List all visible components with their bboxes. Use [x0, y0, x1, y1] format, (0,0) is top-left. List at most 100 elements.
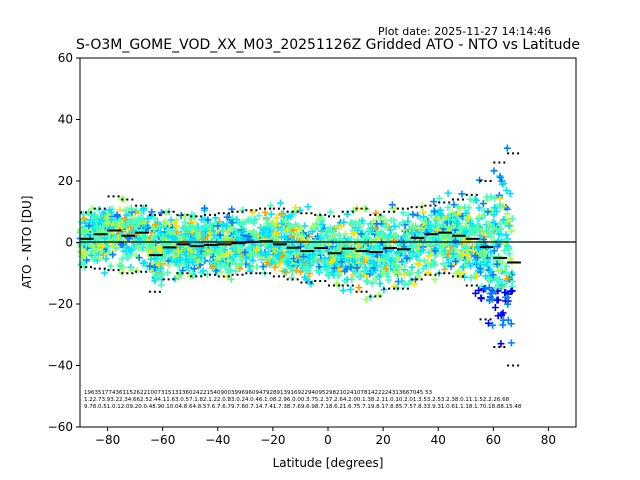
x-tick-label: −40: [205, 433, 230, 447]
data-point: [162, 220, 170, 228]
data-point: [401, 259, 409, 267]
data-point: [472, 272, 480, 280]
data-point: [444, 204, 452, 212]
data-point: [444, 189, 452, 197]
data-point: [382, 255, 390, 263]
data-point: [390, 268, 398, 276]
data-point: [202, 249, 210, 257]
data-point: [504, 316, 512, 324]
data-point: [99, 210, 107, 218]
data-point: [427, 227, 435, 235]
data-point: [280, 267, 288, 275]
plot-date: Plot date: 2025-11-27 14:14:46: [378, 25, 551, 38]
data-point: [350, 230, 358, 238]
data-point: [409, 248, 417, 256]
data-point: [201, 204, 209, 212]
data-point: [412, 222, 420, 230]
data-point: [128, 246, 136, 254]
data-point: [165, 225, 173, 233]
data-point: [337, 222, 345, 230]
data-point: [395, 221, 403, 229]
data-point: [479, 229, 487, 237]
data-point: [313, 266, 321, 274]
data-point: [102, 255, 110, 263]
data-point: [285, 224, 293, 232]
data-point: [107, 262, 115, 270]
data-point: [487, 193, 495, 201]
data-point: [311, 256, 319, 264]
stats-row-std: 9.78.0.51.0.12.09.20.0.48.90.10.04.8.64.…: [84, 404, 522, 410]
data-point: [485, 284, 493, 292]
data-point: [222, 222, 230, 230]
data-point: [373, 220, 381, 228]
data-point: [92, 217, 100, 225]
data-point: [309, 251, 317, 259]
data-point: [358, 260, 366, 268]
data-point: [94, 245, 102, 253]
data-point: [213, 254, 221, 262]
data-point: [135, 254, 143, 262]
data-point: [273, 234, 281, 242]
data-point: [391, 223, 399, 231]
data-point: [241, 248, 249, 256]
data-point: [452, 270, 460, 278]
data-point: [257, 248, 265, 256]
data-point: [168, 255, 176, 263]
data-point: [424, 269, 432, 277]
data-point: [337, 258, 345, 266]
data-point: [371, 275, 379, 283]
data-point: [342, 230, 350, 238]
y-tick-label: 60: [58, 51, 73, 65]
data-point: [479, 200, 487, 208]
x-tick-label: 60: [486, 433, 501, 447]
data-point: [254, 232, 262, 240]
data-point: [408, 263, 416, 271]
data-point: [465, 214, 473, 222]
data-point: [223, 213, 231, 221]
data-point: [209, 262, 217, 270]
data-point: [293, 225, 301, 233]
data-point: [347, 235, 355, 243]
x-tick-label: 20: [375, 433, 390, 447]
data-point: [419, 246, 427, 254]
data-point: [278, 226, 286, 234]
data-point: [157, 229, 165, 237]
data-point: [376, 280, 384, 288]
data-point: [318, 249, 326, 257]
data-point: [231, 232, 239, 240]
data-point: [447, 262, 455, 270]
data-point: [164, 227, 172, 235]
data-point: [255, 212, 263, 220]
data-point: [85, 222, 93, 230]
data-point: [152, 272, 160, 280]
data-point: [165, 261, 173, 269]
data-point: [116, 234, 124, 242]
data-point: [498, 258, 506, 266]
data-point: [159, 233, 167, 241]
data-point: [483, 252, 491, 260]
data-point: [315, 215, 323, 223]
data-point: [365, 225, 373, 233]
data-point: [206, 220, 214, 228]
data-point: [186, 222, 194, 230]
data-point: [98, 242, 106, 250]
data-point: [504, 294, 512, 302]
data-point: [242, 218, 250, 226]
data-point: [237, 260, 245, 268]
data-point: [176, 256, 184, 264]
data-point: [304, 203, 312, 211]
data-point: [381, 216, 389, 224]
data-point: [431, 276, 439, 284]
data-point: [202, 227, 210, 235]
data-point: [95, 206, 103, 214]
data-point: [228, 258, 236, 266]
data-point: [189, 258, 197, 266]
data-point: [380, 286, 388, 294]
data-point: [493, 296, 501, 304]
data-point: [491, 303, 499, 311]
data-point: [458, 225, 466, 233]
data-point: [190, 265, 198, 273]
data-point: [245, 232, 253, 240]
data-point: [245, 252, 253, 260]
data-point: [215, 249, 223, 257]
